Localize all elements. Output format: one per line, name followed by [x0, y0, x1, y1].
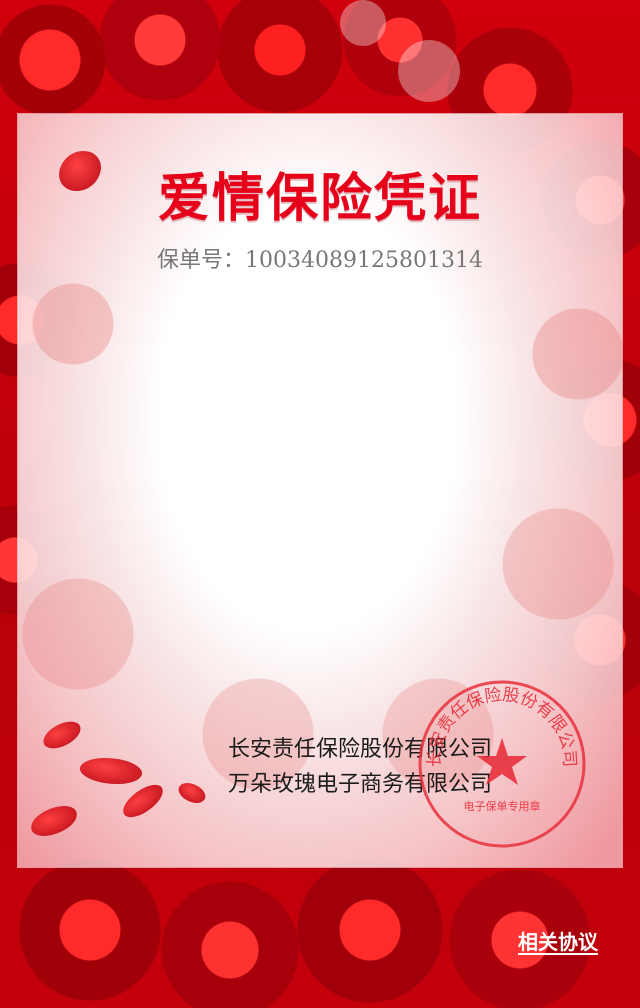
- issuer-company-2: 万朵玫瑰电子商务有限公司: [228, 772, 493, 797]
- seal-bottom-text: 电子保单专用章: [464, 799, 541, 813]
- certificate-card: [18, 114, 622, 867]
- issuer-company-1: 长安责任保险股份有限公司: [228, 737, 493, 762]
- card-rose-watermark: [18, 114, 622, 867]
- certificate-title: 爱情保险凭证: [157, 169, 482, 229]
- official-seal: 长安责任保险股份有限公司 电子保单专用章: [418, 680, 586, 848]
- light-bubble: [340, 0, 386, 46]
- light-bubble: [398, 40, 460, 102]
- star-icon: [477, 738, 527, 785]
- related-agreement-link[interactable]: 相关协议: [518, 930, 598, 954]
- policy-number: 保单号：10034089125801314: [157, 248, 483, 273]
